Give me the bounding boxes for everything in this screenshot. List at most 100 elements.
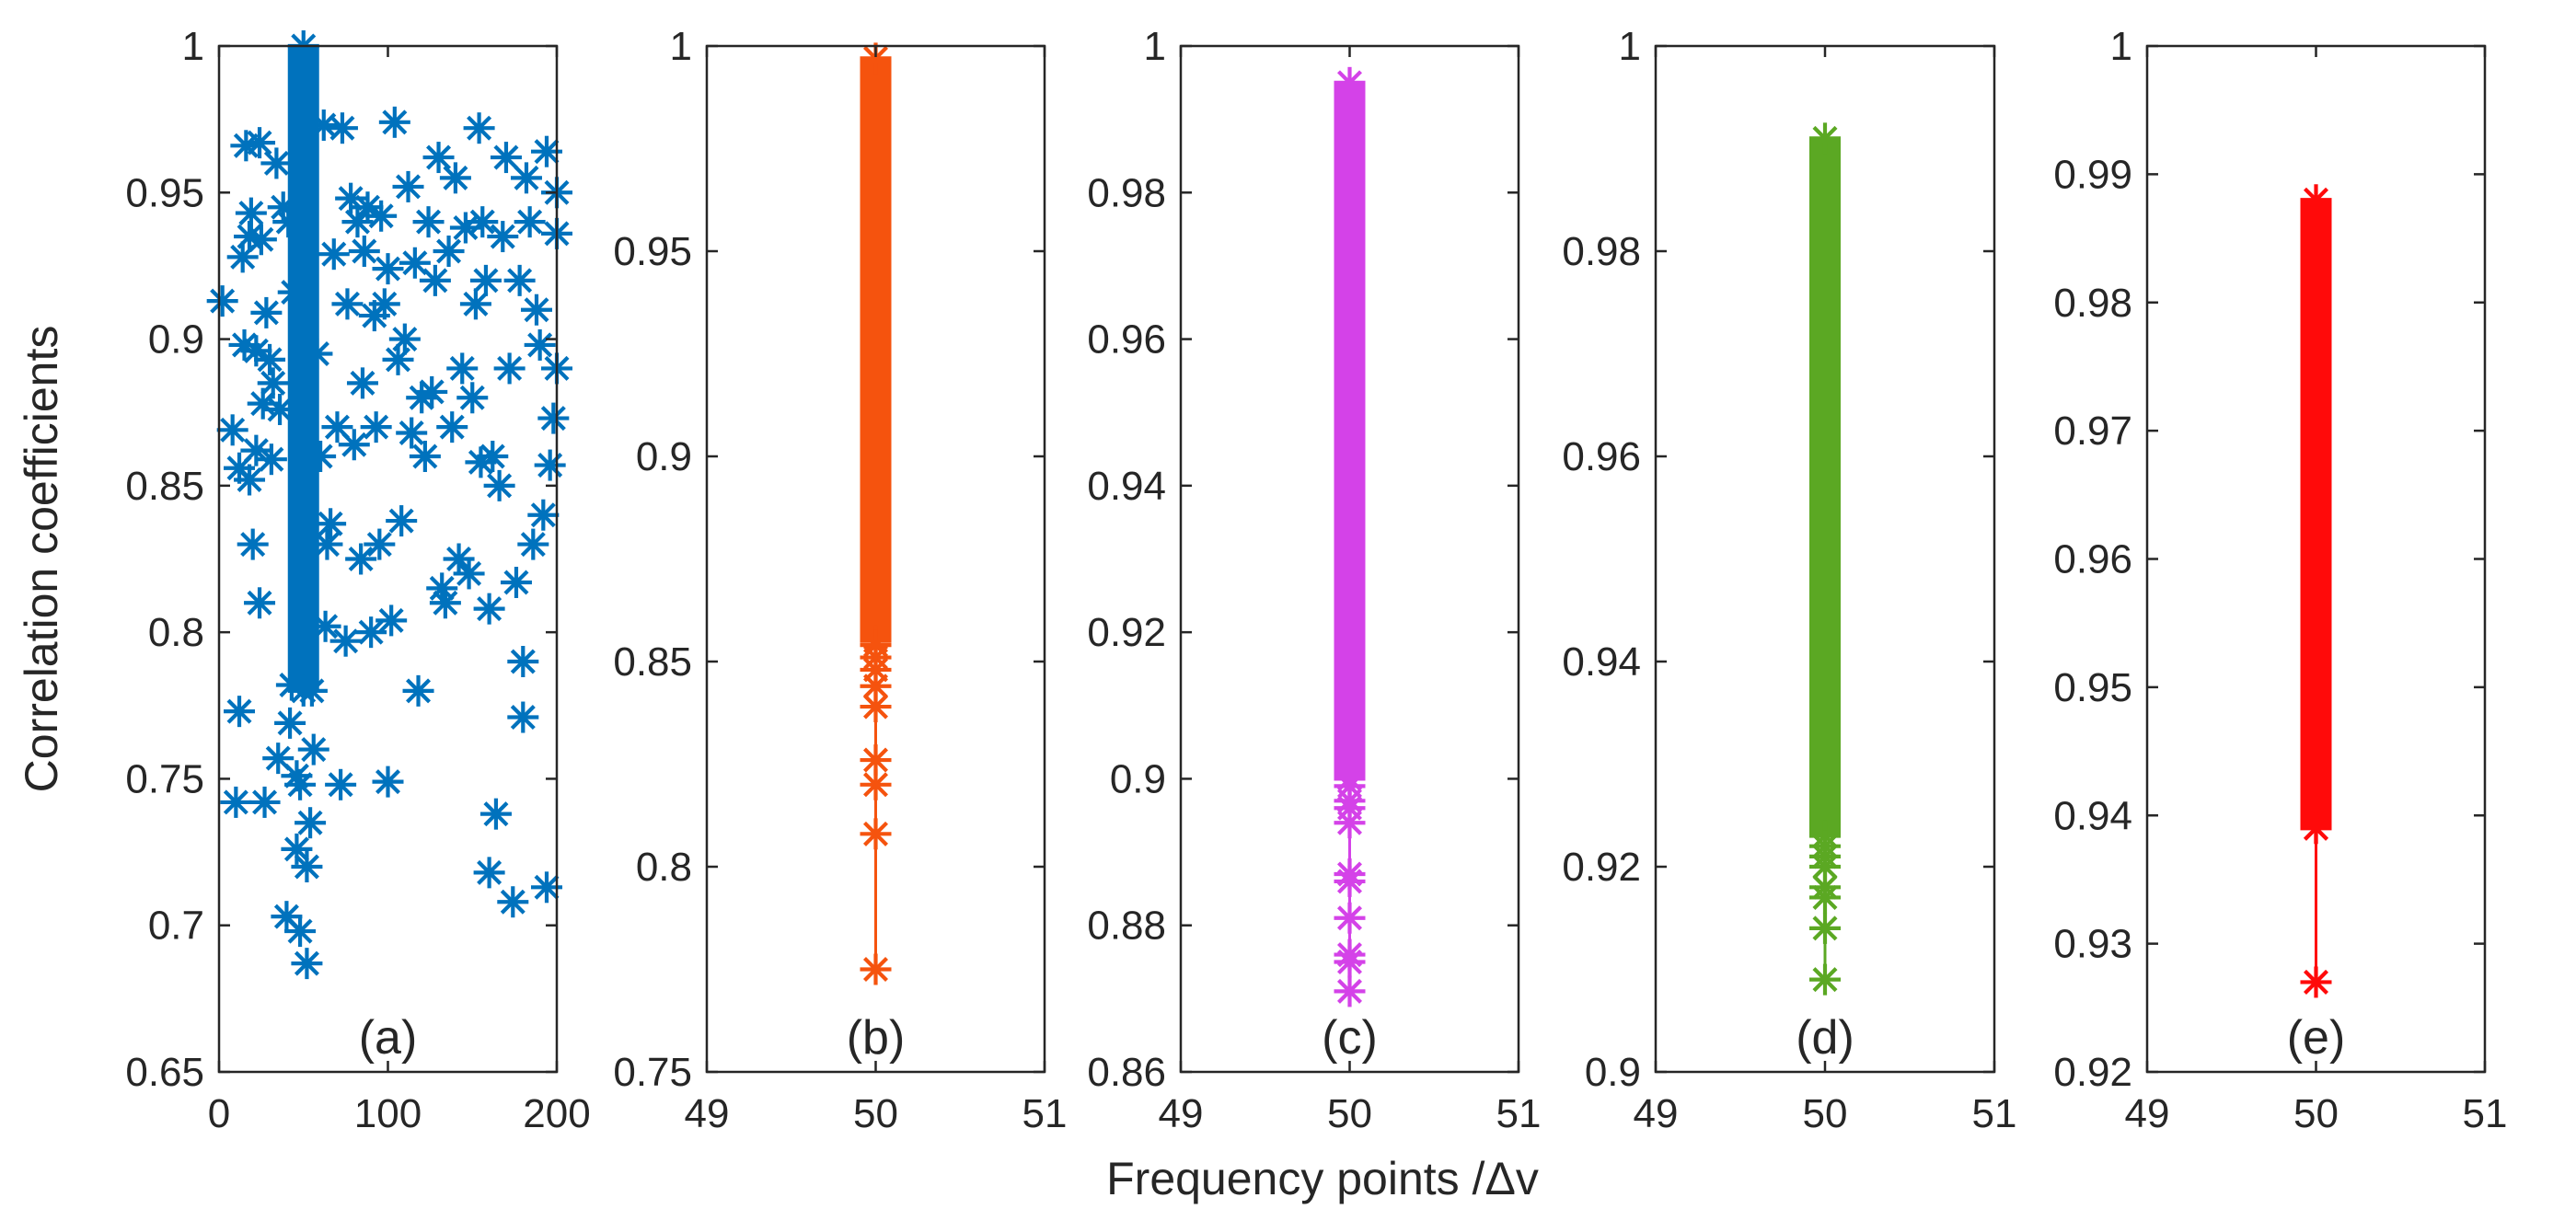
data-point: [500, 566, 532, 598]
data-point: [260, 147, 293, 179]
y-tick-label: 1: [182, 24, 204, 69]
data-point: [224, 696, 256, 728]
dense-point-column: [1809, 138, 1841, 836]
data-point: [436, 411, 468, 443]
data-point: [237, 528, 269, 560]
data-marks: [206, 30, 572, 980]
data-point: [216, 414, 248, 446]
x-tick-label: 50: [1803, 1091, 1848, 1136]
data-point: [503, 264, 536, 296]
data-point: [326, 112, 358, 144]
data-point: [1334, 975, 1366, 1007]
data-point: [338, 429, 370, 461]
x-axis-label: Frequency points /Δv: [1106, 1153, 1539, 1204]
x-tick-label: 51: [2463, 1091, 2508, 1136]
data-point: [497, 886, 529, 918]
data-point: [467, 206, 499, 238]
data-point: [335, 182, 367, 214]
data-point: [860, 691, 892, 723]
data-point: [419, 264, 451, 296]
data-point: [315, 508, 347, 540]
y-tick-label: 0.95: [613, 229, 692, 274]
data-point: [348, 236, 380, 267]
data-point: [295, 807, 327, 839]
data-point: [479, 798, 512, 830]
data-point: [860, 953, 892, 985]
x-tick-label: 50: [2293, 1091, 2339, 1136]
dense-point-column: [287, 46, 319, 691]
data-point: [860, 42, 892, 75]
data-point: [487, 221, 519, 253]
y-tick-label: 0.75: [613, 1050, 692, 1095]
panel-tag: (b): [847, 1011, 906, 1065]
y-tick-label: 0.92: [1562, 845, 1641, 890]
x-tick-label: 51: [1022, 1091, 1068, 1136]
data-point: [412, 206, 445, 238]
panel-tag: (a): [359, 1011, 418, 1065]
y-tick-label: 0.8: [636, 845, 692, 890]
y-tick-label: 0.9: [1110, 756, 1166, 801]
dense-point-column: [860, 58, 892, 641]
data-point: [287, 674, 319, 707]
data-point: [297, 733, 329, 766]
panel-d: 0.9 0.92 0.94 0.96 0.98 1 49 50 51 (d): [1562, 24, 2016, 1136]
data-point: [1809, 122, 1841, 155]
y-tick-label: 0.85: [125, 464, 204, 509]
y-tick-label: 0.88: [1087, 904, 1166, 949]
y-tick-label: 0.85: [613, 639, 692, 685]
dense-point-column: [2300, 200, 2332, 829]
data-point: [284, 768, 317, 800]
panel-tag: (d): [1796, 1011, 1854, 1065]
x-tick-label: 50: [1327, 1091, 1372, 1136]
data-point: [250, 296, 283, 328]
y-tick-label: 1: [670, 24, 692, 69]
data-point: [537, 402, 570, 434]
data-point: [345, 543, 377, 575]
data-point: [291, 851, 323, 882]
data-point: [493, 352, 526, 385]
data-point: [520, 294, 552, 326]
data-point: [1334, 770, 1366, 802]
data-point: [264, 394, 296, 426]
x-tick-label: 49: [2125, 1091, 2170, 1136]
data-point: [281, 833, 313, 865]
x-tick-label: 49: [685, 1091, 730, 1136]
data-point: [392, 170, 424, 202]
y-tick-label: 0.7: [148, 904, 204, 949]
data-point: [433, 236, 465, 267]
x-tick-label: 50: [853, 1091, 898, 1136]
y-tick-label: 0.98: [1562, 229, 1641, 274]
x-tick-label: 200: [523, 1091, 590, 1136]
data-point: [346, 367, 378, 399]
y-tick-label: 0.8: [148, 610, 204, 655]
data-point: [2300, 812, 2332, 845]
data-point: [318, 238, 350, 271]
data-point: [534, 449, 566, 481]
data-point: [1809, 912, 1841, 944]
data-point: [372, 253, 404, 285]
y-tick-label: 0.93: [2053, 922, 2132, 967]
data-point: [1809, 963, 1841, 996]
y-tick-label: 0.96: [1562, 434, 1641, 479]
data-point: [255, 443, 287, 476]
data-point: [220, 786, 252, 818]
data-point: [368, 288, 400, 320]
data-point: [386, 505, 418, 537]
data-point: [402, 674, 434, 707]
data-point: [860, 818, 892, 850]
y-tick-label: 0.95: [125, 170, 204, 215]
data-point: [490, 142, 522, 174]
data-point: [527, 499, 560, 531]
y-tick-label: 0.9: [148, 317, 204, 363]
y-tick-label: 0.94: [1562, 639, 1641, 685]
dense-point-column: [1334, 82, 1366, 779]
y-tick-label: 0.92: [2053, 1050, 2132, 1095]
data-point: [378, 106, 410, 138]
data-point: [1334, 902, 1366, 934]
data-point: [274, 707, 306, 739]
data-point: [291, 948, 323, 980]
data-point: [248, 786, 281, 818]
data-point: [860, 629, 892, 662]
